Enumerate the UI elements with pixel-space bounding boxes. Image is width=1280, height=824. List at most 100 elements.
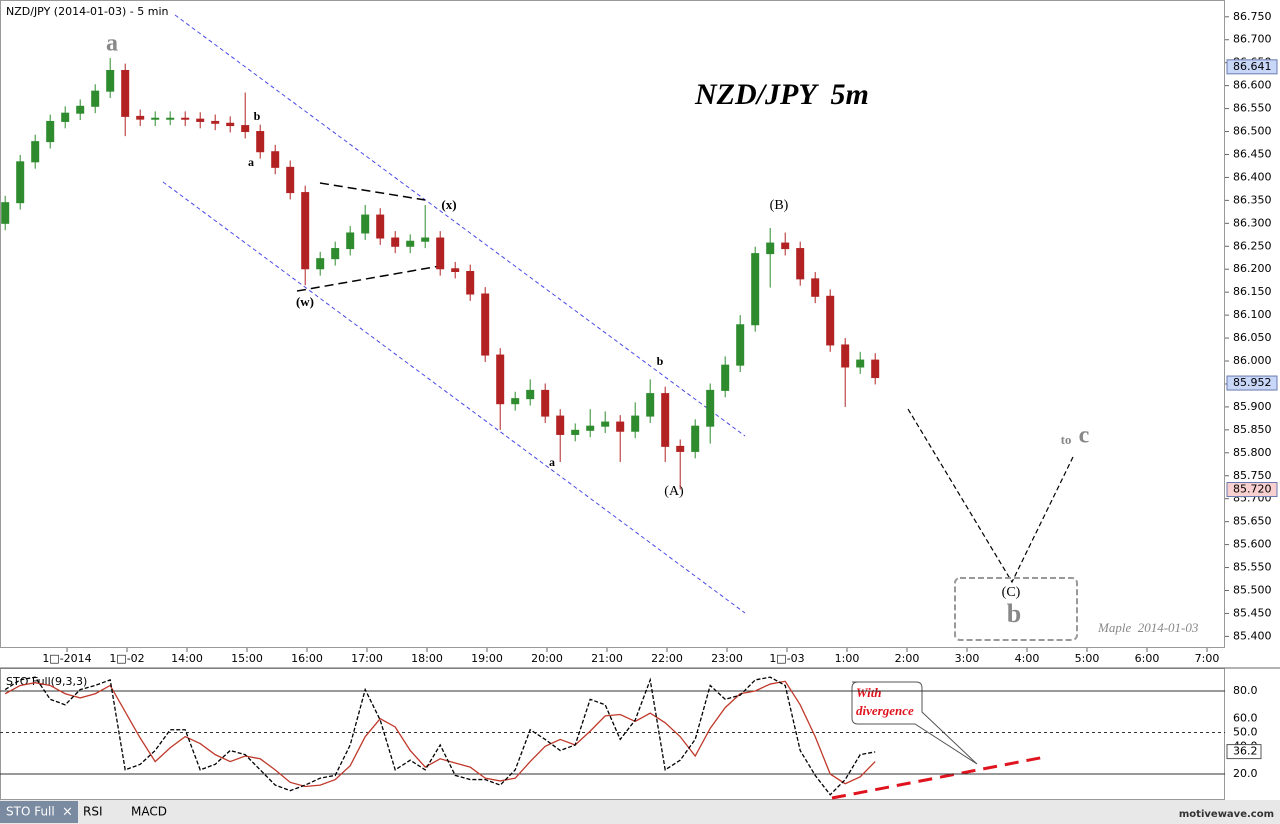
candle-body [31,141,40,163]
y-tick-label: 86.350 [1233,193,1272,206]
price-marker-label: 85.952 [1233,376,1272,389]
candle-body [586,425,595,431]
y-tick-label: 85.650 [1233,515,1272,528]
y-tick-label: 86.300 [1233,216,1272,229]
candle-body [226,122,235,127]
x-tick-label: 1□-02 [109,652,144,665]
drawings [162,14,1078,800]
candle-body [121,69,130,117]
y-tick-label: 86.200 [1233,262,1272,275]
chart-title: NZD/JPY (2014-01-03) - 5 min [6,5,169,18]
candle-body [871,359,880,379]
x-tick-label: 5:00 [1075,652,1100,665]
triangle-lower [296,265,441,292]
wave-label: a [106,31,118,57]
candle-body [46,120,55,143]
candle-body [571,429,580,435]
price-panel [0,0,1225,648]
y-tick-label: 86.400 [1233,170,1272,183]
tab-bar [0,800,1280,824]
y-tick-label: 85.450 [1233,606,1272,619]
candle-body [511,398,520,405]
candle-body [136,115,145,120]
wave-label: (B) [770,198,789,213]
x-tick-label: 1□-2014 [42,652,91,665]
tab[interactable]: STO Full [6,805,55,819]
wave-label: b [254,109,261,123]
candle-body [781,242,790,250]
candle-body [286,166,295,194]
wave-label: c [1079,423,1090,449]
wave-label: a [549,455,555,469]
candle-body [1,202,10,224]
x-tick-label: 18:00 [411,652,443,665]
callout-text: With [856,685,882,700]
x-tick-label: 1□-03 [769,652,804,665]
wave-label: to [1061,432,1072,447]
y-tick-label: 86.750 [1233,10,1272,23]
y-tick-label: 85.600 [1233,538,1272,551]
candle-body [526,389,535,400]
tab-active[interactable] [0,801,78,823]
y-tick-label: 86.150 [1233,285,1272,298]
candle-body [436,237,445,270]
candle-body [466,271,475,295]
y-tick-label: 85.550 [1233,561,1272,574]
x-tick-label: 3:00 [955,652,980,665]
watermark: motivewave.com [1179,809,1274,820]
y-tick-label: 80.0 [1233,684,1258,697]
x-tick-label: 21:00 [591,652,623,665]
candle-body [91,90,100,107]
candle-body [766,242,775,255]
y-tick-label: 86.000 [1233,354,1272,367]
wave-label: (C) [1002,585,1021,600]
candle-body [721,364,730,391]
y-tick-label: 86.100 [1233,308,1272,321]
candle-body [541,389,550,417]
candle-body [256,131,265,153]
y-tick-label: 85.800 [1233,446,1272,459]
x-tick-label: 17:00 [351,652,383,665]
candle-body [166,117,175,120]
candle-body [451,268,460,273]
candle-body [376,214,385,239]
price-marker [1226,375,1278,391]
value-marker [1226,744,1262,760]
candle-body [331,248,340,260]
price-marker [1226,59,1278,75]
candle-body [691,425,700,452]
y-tick-label: 85.850 [1233,423,1272,436]
y-tick-label: 86.250 [1233,239,1272,252]
y-tick-label: 86.550 [1233,102,1272,115]
candle-body [421,237,430,242]
candle-body [106,69,115,92]
wave-label: (w) [296,294,314,309]
y-tick-label: 86.450 [1233,147,1272,160]
candle-body [616,421,625,432]
tab-close[interactable]: × [62,805,73,820]
channel-upper [174,14,746,437]
candle-body [16,161,25,204]
candle-body [151,117,160,120]
x-tick-label: 4:00 [1015,652,1040,665]
candle-body [211,120,220,124]
signature: Maple 2014-01-03 [1097,620,1199,635]
x-tick-label: 16:00 [291,652,323,665]
y-tick-label: 86.600 [1233,79,1272,92]
y-tick-label: 86.700 [1233,33,1272,46]
candle-body [856,359,865,368]
tab[interactable]: RSI [83,805,103,819]
chart-subtitle: NZD/JPY 5m [694,78,869,111]
candle-body [796,248,805,280]
price-marker [1226,482,1278,498]
candle-body [391,237,400,247]
indicator-line [4,680,876,788]
x-tick-label: 22:00 [651,652,683,665]
candle-body [196,118,205,122]
tab[interactable]: MACD [131,805,167,819]
candle-body [676,445,685,452]
y-tick-label: 20.0 [1233,767,1258,780]
y-tick-label: 85.900 [1233,400,1272,413]
